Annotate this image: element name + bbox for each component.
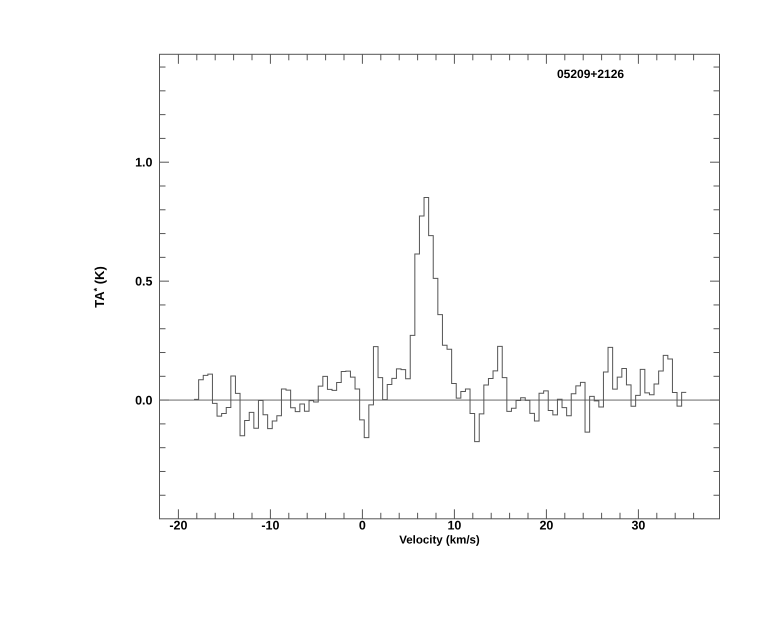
svg-text:TA* (K): TA* (K) — [92, 266, 107, 308]
svg-text:-20: -20 — [169, 518, 187, 532]
svg-text:30: 30 — [631, 518, 645, 532]
svg-text:0.5: 0.5 — [135, 274, 152, 288]
svg-text:10: 10 — [447, 518, 461, 532]
svg-text:0: 0 — [359, 518, 366, 532]
svg-text:20: 20 — [539, 518, 553, 532]
svg-text:-10: -10 — [261, 518, 279, 532]
svg-text:1.0: 1.0 — [135, 155, 152, 169]
svg-text:Velocity (km/s): Velocity (km/s) — [399, 535, 480, 547]
svg-text:0.0: 0.0 — [135, 393, 152, 407]
svg-text:05209+2126: 05209+2126 — [557, 67, 624, 81]
